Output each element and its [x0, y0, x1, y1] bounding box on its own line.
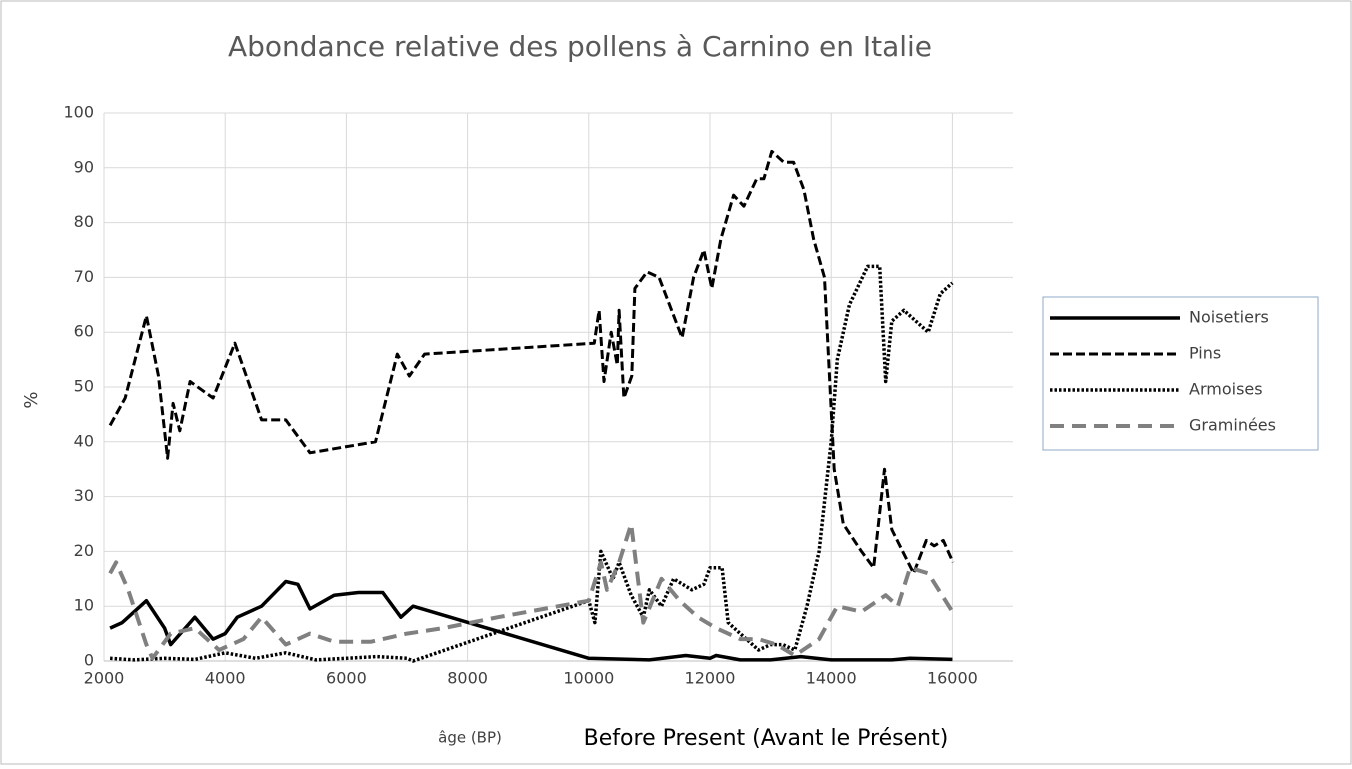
y-tick-label: 80: [74, 212, 94, 231]
y-tick-label: 40: [74, 431, 94, 450]
x-tick-label: 12000: [685, 669, 736, 688]
y-tick-label: 30: [74, 486, 94, 505]
y-tick-label: 60: [74, 322, 94, 341]
y-tick-label: 20: [74, 541, 94, 560]
y-tick-label: 90: [74, 157, 94, 176]
data-line: [108, 522, 955, 661]
legend-label: Graminées: [1189, 416, 1276, 435]
x-tick-label: 10000: [563, 669, 614, 688]
y-tick-label: 100: [63, 103, 94, 122]
x-tick-label: 6000: [326, 669, 367, 688]
data-line: [108, 149, 955, 575]
x-tick-label: 8000: [447, 669, 488, 688]
y-tick-label: 50: [74, 377, 94, 396]
x-tick-label: 14000: [806, 669, 857, 688]
data-line: [109, 579, 953, 662]
y-axis-label: %: [21, 391, 42, 408]
legend: [1042, 296, 1319, 451]
chart-title: Abondance relative des pollens à Carnino…: [228, 30, 932, 63]
data-line: [109, 264, 954, 663]
x-axis-note: âge (BP): [438, 729, 502, 747]
x-tick-label: 2000: [84, 669, 125, 688]
y-tick-label: 0: [84, 651, 94, 670]
x-axis-label: Before Present (Avant le Présent): [584, 726, 949, 751]
x-tick-label: 16000: [927, 669, 978, 688]
y-tick-label: 10: [74, 596, 94, 615]
legend-label: Pins: [1189, 344, 1221, 363]
x-tick-label: 4000: [205, 669, 246, 688]
legend-label: Noisetiers: [1189, 308, 1269, 327]
legend-label: Armoises: [1189, 380, 1263, 399]
y-tick-label: 70: [74, 267, 94, 286]
